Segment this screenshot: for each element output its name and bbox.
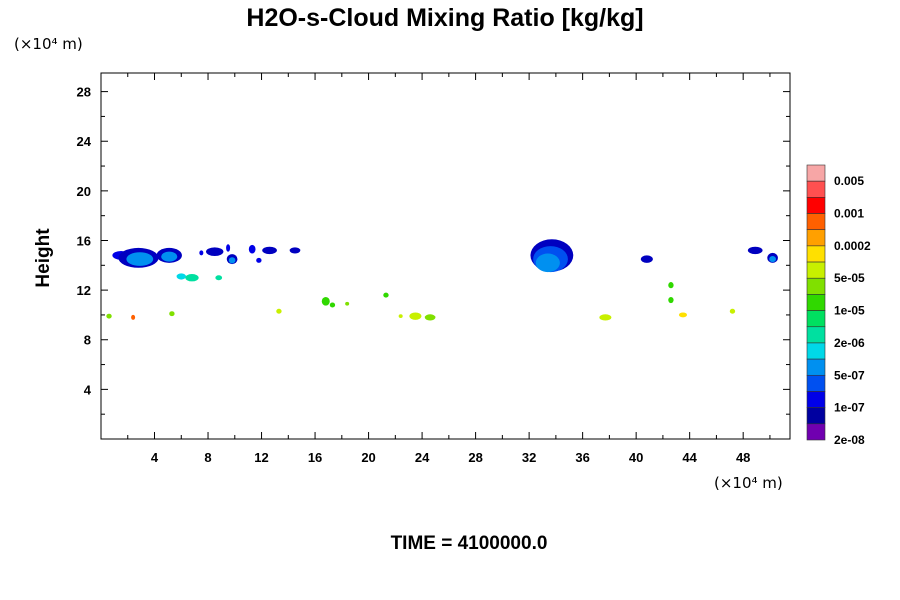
x-tick-label: 20	[361, 450, 375, 465]
chart-title: H2O-s-Cloud Mixing Ratio [kg/kg]	[246, 4, 643, 32]
colorbar-swatch	[806, 197, 826, 214]
cloud-feature-10	[226, 244, 231, 252]
y-tick-label: 4	[84, 382, 92, 397]
cloud-feature-19	[535, 253, 560, 273]
colorbar-label: 5e-07	[834, 368, 865, 382]
x-tick-label: 16	[308, 450, 322, 465]
colorbar-swatch	[806, 423, 826, 441]
x-tick-label: 40	[629, 450, 643, 465]
cloud-features	[106, 239, 778, 321]
cloud-feature-32	[398, 314, 403, 319]
colorbar-swatch	[806, 391, 826, 408]
cloud-feature-7	[199, 250, 204, 256]
colorbar-swatch	[806, 310, 826, 328]
y-tick-label: 12	[77, 283, 91, 298]
x-tick-label: 28	[468, 450, 482, 465]
colorbar-swatch	[806, 407, 826, 425]
cloud-feature-30	[345, 301, 350, 306]
cloud-feature-39	[729, 308, 736, 314]
colorbar-swatch	[806, 229, 826, 247]
cloud-feature-28	[321, 296, 330, 306]
x-tick-label: 24	[415, 450, 430, 465]
time-label: TIME = 4100000.0	[391, 533, 548, 554]
y-tick-label: 16	[77, 233, 91, 248]
cloud-feature-4	[161, 251, 178, 262]
colorbar-label: 5e-05	[834, 271, 865, 285]
colorbar-label: 1e-05	[834, 304, 865, 318]
colorbar-swatch	[806, 164, 826, 182]
colorbar-label: 0.0002	[834, 239, 871, 253]
x-tick-label: 4	[151, 450, 159, 465]
cloud-feature-27	[276, 308, 282, 314]
cloud-feature-36	[668, 282, 674, 289]
cloud-feature-9	[215, 275, 223, 281]
y-axis-unit: (×10⁴ m)	[14, 35, 83, 53]
x-tick-label: 44	[682, 450, 697, 465]
cloud-feature-2	[126, 252, 154, 266]
y-tick-label: 28	[77, 85, 91, 100]
colorbar-swatch	[806, 261, 826, 279]
x-tick-label: 32	[522, 450, 536, 465]
colorbar-swatch	[806, 374, 826, 392]
cloud-feature-31	[383, 292, 389, 298]
cloud-feature-23	[769, 255, 776, 263]
cloud-feature-34	[424, 314, 436, 321]
colorbar-label: 0.001	[834, 207, 864, 221]
colorbar-swatch	[806, 245, 826, 263]
cloud-feature-26	[169, 311, 175, 317]
colorbar-label: 0.005	[834, 174, 864, 188]
cloud-feature-38	[678, 312, 687, 318]
cloud-feature-29	[329, 302, 336, 308]
cloud-feature-35	[599, 314, 612, 321]
cloud-feature-21	[747, 246, 763, 255]
colorbar-swatch	[806, 294, 826, 311]
x-tick-label: 12	[254, 450, 268, 465]
colorbar-swatch	[806, 342, 826, 360]
colorbar: 0.005 0.001 0.0002 5e-05 1e-05 2e-06 5e-07 1e-0…	[806, 164, 871, 447]
x-tick-label: 48	[736, 450, 750, 465]
y-tick-label: 8	[84, 333, 91, 348]
cloud-feature-12	[228, 257, 236, 264]
colorbar-label: 2e-08	[834, 433, 865, 447]
colorbar-swatch	[806, 326, 826, 344]
x-tick-label: 36	[575, 450, 589, 465]
x-axis-unit: (×10⁴ m)	[714, 474, 783, 492]
cloud-feature-13	[248, 244, 256, 254]
colorbar-swatch	[806, 180, 826, 198]
cloud-feature-16	[289, 247, 301, 254]
colorbar-swatch	[806, 358, 826, 376]
y-tick-label: 24	[77, 134, 92, 149]
x-tick-label: 8	[204, 450, 211, 465]
cloud-feature-15	[262, 246, 277, 255]
colorbar-swatch	[806, 277, 826, 295]
cloud-feature-24	[106, 313, 112, 319]
plot-frame	[100, 72, 791, 440]
cloud-feature-6	[185, 273, 199, 282]
cloud-feature-25	[131, 314, 136, 320]
colorbar-swatch	[806, 213, 826, 231]
cloud-feature-33	[409, 312, 422, 320]
colorbar-label: 1e-07	[834, 401, 865, 415]
cloud-feature-20	[640, 255, 653, 263]
cloud-feature-14	[256, 257, 262, 263]
cloud-feature-5	[176, 273, 186, 280]
cloud-feature-37	[668, 296, 674, 304]
y-tick-label: 20	[77, 184, 91, 199]
y-axis-label: Height	[33, 228, 54, 288]
cloud-feature-8	[206, 247, 224, 256]
colorbar-label: 2e-06	[834, 336, 865, 350]
